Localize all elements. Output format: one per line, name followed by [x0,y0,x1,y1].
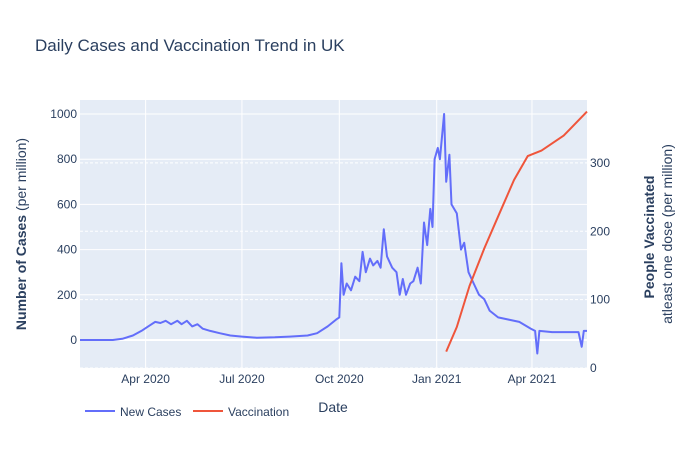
y2-tick-label: 200 [590,224,610,238]
y-tick-label: 0 [70,333,77,347]
x-tick-label: Apr 2021 [508,372,557,386]
y2-axis-label-line1: People Vaccinated [641,176,657,299]
y-axis-label: Number of Cases (per million) [13,138,29,330]
legend: New Cases Vaccination [85,405,289,419]
y2-tick-label: 100 [590,293,610,307]
x-tick-label: Apr 2020 [121,372,170,386]
y-tick-label: 800 [57,152,77,166]
series-line-vaccination [445,110,588,352]
y2-tick-label: 300 [590,156,610,170]
y-tick-label: 400 [57,243,77,257]
series-line-new-cases [80,113,587,355]
y-tick-label: 600 [57,197,77,211]
y-axis-label-unit: (per million) [13,138,29,215]
x-tick-label: Jan 2021 [412,372,462,386]
x-tick-label: Oct 2020 [315,372,364,386]
y2-tick-label: 0 [590,361,597,375]
chart-title: Daily Cases and Vaccination Trend in UK [35,36,345,55]
legend-label-vaccination: Vaccination [228,405,289,419]
x-tick-label: Jul 2020 [219,372,265,386]
y2-axis-label-line2: atleast one dose (per million) [659,144,675,324]
y-tick-label: 1000 [50,107,77,121]
legend-item-new-cases[interactable]: New Cases [85,405,181,419]
y-tick-label: 200 [57,288,77,302]
legend-label-new-cases: New Cases [120,405,181,419]
legend-item-vaccination[interactable]: Vaccination [193,405,289,419]
plot-area [80,100,587,368]
y-axis-label-bold: Number of Cases [13,215,29,330]
x-axis-label: Date [318,399,348,415]
